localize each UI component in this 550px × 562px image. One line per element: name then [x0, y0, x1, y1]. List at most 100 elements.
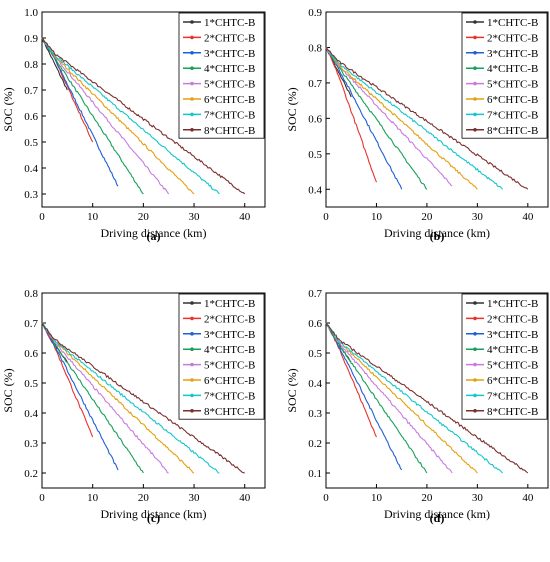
y-tick-label: 0.3 — [24, 438, 38, 450]
legend-entry: 2*CHTC-B — [204, 32, 255, 44]
series-line-5 — [325, 322, 453, 474]
legend-marker — [190, 301, 194, 305]
legend-entry: 5*CHTC-B — [487, 79, 538, 91]
legend-entry: 2*CHTC-B — [204, 313, 255, 325]
series-line-6 — [41, 322, 195, 474]
legend-marker — [190, 20, 194, 24]
legend-marker — [190, 66, 194, 70]
legend-box — [178, 293, 265, 420]
legend-marker — [473, 97, 477, 101]
x-tick-label: 20 — [138, 211, 150, 223]
plot-frame — [325, 11, 549, 208]
plot-frame — [325, 292, 549, 489]
y-tick-label: 0.7 — [24, 318, 38, 330]
legend-marker — [190, 362, 194, 367]
legend-entry: 8*CHTC-B — [487, 125, 538, 137]
panel-4: 0 10 20 30 40 0.1 0.2 0.3 0.4 0.5 0.6 0.7 Driving di… — [285, 288, 549, 525]
series-line-6 — [325, 47, 478, 190]
y-tick-label: 0.4 — [24, 163, 38, 175]
legend-entry: 5*CHTC-B — [204, 360, 255, 372]
legend-box — [461, 12, 548, 139]
x-tick-label: 30 — [189, 492, 201, 504]
y-tick-label: 0.5 — [308, 149, 322, 161]
legend-marker — [190, 128, 194, 132]
series-line-5 — [325, 47, 453, 187]
x-tick-label: 30 — [472, 492, 484, 504]
legend-entry: 8*CHTC-B — [487, 406, 538, 418]
legend-marker — [190, 81, 194, 86]
legend-entry: 4*CHTC-B — [204, 344, 255, 356]
y-tick-label: 0.2 — [308, 438, 322, 450]
x-tick-label: 30 — [472, 211, 484, 223]
series-line-8 — [41, 322, 245, 474]
series-line-8 — [325, 47, 529, 190]
legend-entry: 3*CHTC-B — [204, 329, 255, 341]
legend-marker — [190, 97, 194, 101]
y-tick-label: 0.7 — [308, 288, 322, 300]
y-tick-label: 0.6 — [24, 111, 38, 123]
legend-marker — [190, 35, 194, 40]
legend-entry: 2*CHTC-B — [487, 313, 538, 325]
x-tick-label: 40 — [522, 492, 534, 504]
series-line-2 — [41, 322, 94, 438]
series-line-8 — [41, 37, 246, 195]
legend-marker — [190, 347, 194, 352]
series-line-3 — [41, 322, 119, 471]
x-tick-label: 0 — [39, 492, 45, 504]
legend-entry: 4*CHTC-B — [487, 344, 538, 356]
y-tick-label: 0.6 — [24, 348, 38, 360]
series-line-5 — [41, 322, 169, 474]
y-tick-label: 0.5 — [24, 378, 38, 390]
panel-3: 0 10 20 30 40 0.2 0.3 0.4 0.5 0.6 0.7 0.8 Driving di… — [1, 288, 266, 525]
series-line-7 — [41, 37, 220, 195]
series-line-7 — [325, 322, 504, 474]
legend-entry: 3*CHTC-B — [487, 48, 538, 60]
x-tick-label: 20 — [138, 492, 150, 504]
legend-entry: 2*CHTC-B — [487, 32, 538, 44]
y-tick-label: 0.3 — [24, 189, 38, 201]
x-tick-label: 30 — [189, 211, 201, 223]
series-line-7 — [41, 322, 220, 474]
y-axis-label: SOC (%) — [285, 368, 299, 412]
y-tick-label: 0.1 — [308, 468, 322, 480]
y-tick-label: 0.3 — [308, 408, 322, 420]
y-tick-label: 0.6 — [308, 113, 322, 125]
x-axis-label: Driving distance (km) — [101, 226, 207, 240]
x-tick-label: 0 — [39, 211, 45, 223]
y-tick-label: 0.5 — [24, 137, 38, 149]
panel-1: 0 10 20 30 40 0.3 0.4 0.5 0.6 0.7 0.8 0.9 1.0 Driving… — [1, 7, 266, 243]
series-line-8 — [325, 322, 529, 474]
y-tick-label: 0.7 — [24, 85, 38, 97]
series-line-4 — [325, 322, 428, 474]
legend-marker — [473, 112, 477, 117]
legend-entry: 6*CHTC-B — [487, 94, 538, 106]
y-tick-label: 0.4 — [24, 408, 38, 420]
legend-marker — [473, 409, 477, 413]
panel-label: (a) — [147, 229, 161, 243]
x-tick-label: 0 — [323, 211, 329, 223]
x-tick-label: 40 — [522, 211, 534, 223]
series-line-6 — [41, 37, 195, 195]
legend-entry: 4*CHTC-B — [487, 63, 538, 75]
series-line-6 — [325, 322, 478, 474]
y-tick-label: 0.9 — [24, 33, 38, 45]
y-axis-label: SOC (%) — [285, 87, 299, 131]
legend-entry: 8*CHTC-B — [204, 406, 255, 418]
y-tick-label: 0.8 — [308, 42, 322, 54]
y-axis-label: SOC (%) — [1, 368, 15, 412]
plot-frame — [41, 11, 266, 208]
plot-frame — [41, 292, 266, 489]
x-tick-label: 40 — [239, 211, 251, 223]
legend-entry: 1*CHTC-B — [487, 298, 538, 310]
x-axis-label: Driving distance (km) — [101, 507, 207, 521]
legend-marker — [473, 378, 477, 382]
panel-label: (c) — [147, 511, 160, 525]
x-tick-label: 40 — [239, 492, 251, 504]
y-tick-label: 0.2 — [24, 468, 38, 480]
series-line-4 — [41, 322, 144, 474]
legend-entry: 6*CHTC-B — [204, 94, 255, 106]
x-tick-label: 10 — [87, 211, 99, 223]
legend-entry: 5*CHTC-B — [487, 360, 538, 372]
panel-label: (d) — [430, 511, 445, 525]
legend-marker — [473, 81, 477, 86]
